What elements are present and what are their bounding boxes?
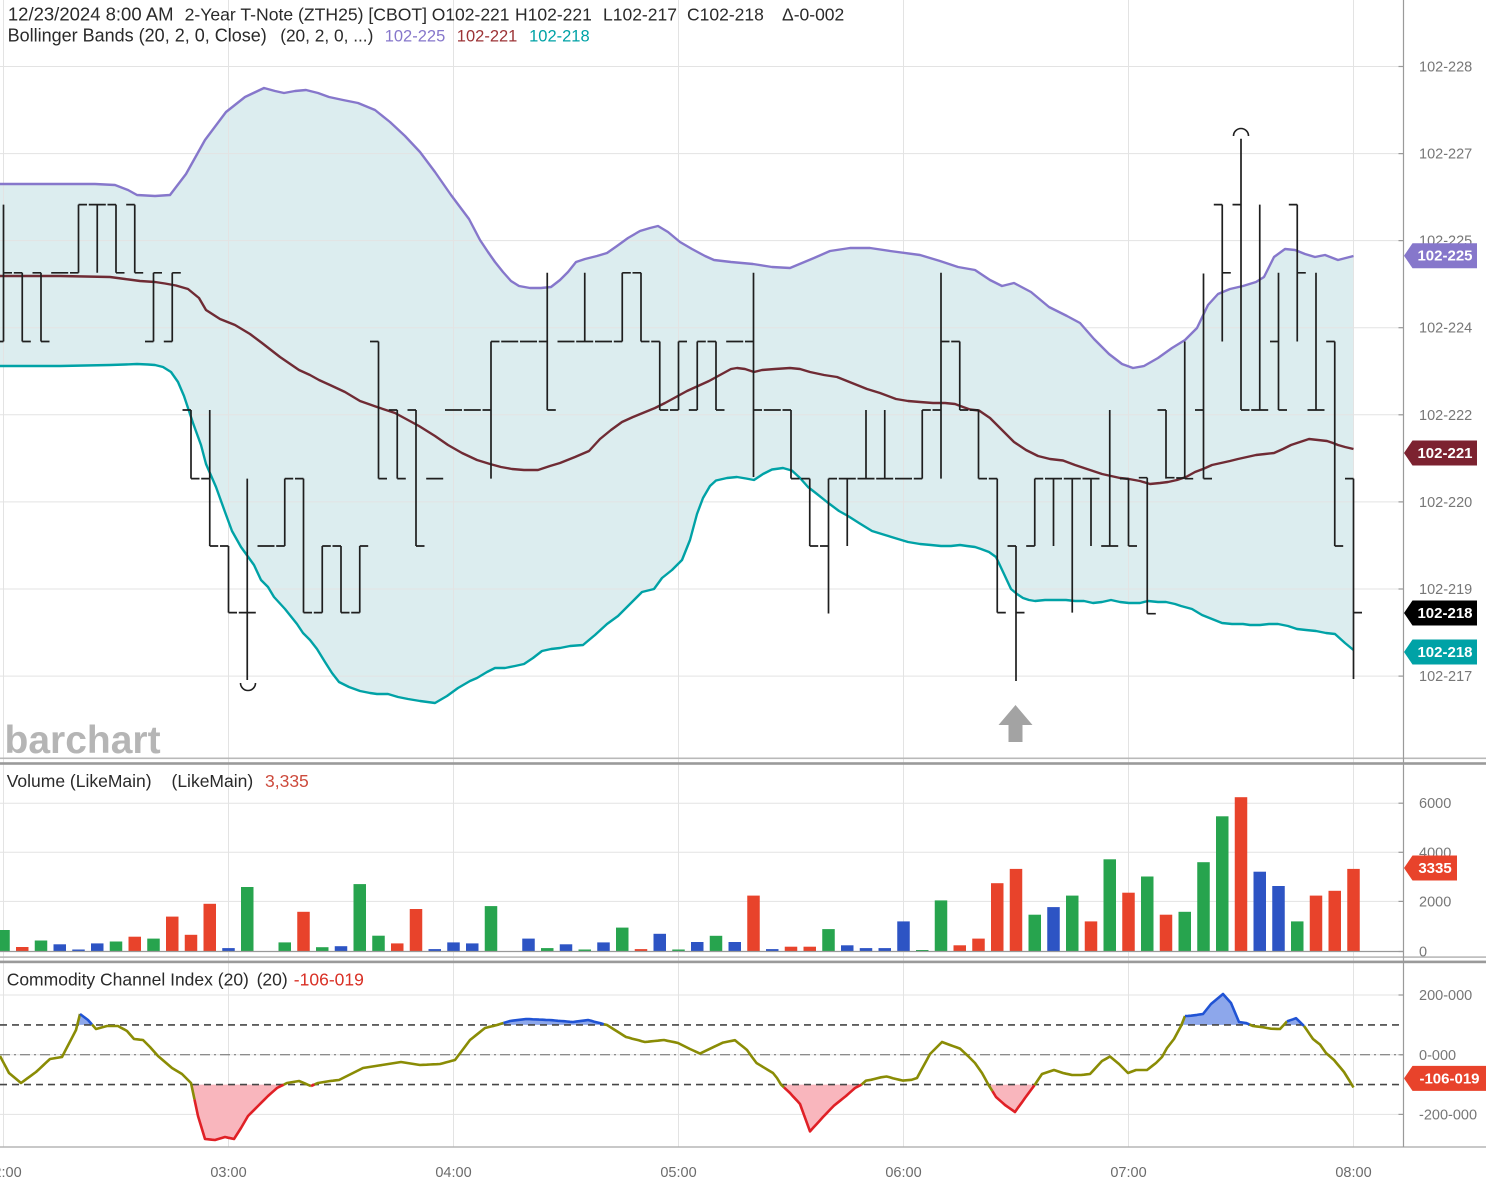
svg-text:02:00: 02:00 — [0, 1165, 22, 1181]
svg-text:L102-217: L102-217 — [603, 5, 677, 25]
svg-text:-106-019: -106-019 — [1419, 1070, 1479, 1087]
svg-text:08:00: 08:00 — [1335, 1165, 1371, 1181]
svg-text:(LikeMain): (LikeMain) — [172, 771, 254, 791]
svg-text:3,335: 3,335 — [265, 771, 309, 791]
svg-text:06:00: 06:00 — [885, 1165, 921, 1181]
svg-text:O102-221: O102-221 — [432, 5, 510, 25]
svg-text:102-218: 102-218 — [529, 28, 590, 46]
svg-text:102-227: 102-227 — [1419, 147, 1472, 163]
svg-text:102-217: 102-217 — [1419, 669, 1472, 685]
svg-text:Bollinger Bands (20, 2, 0, Clo: Bollinger Bands (20, 2, 0, Close) — [8, 26, 267, 46]
svg-text:Volume (LikeMain): Volume (LikeMain) — [7, 771, 152, 791]
svg-text:05:00: 05:00 — [660, 1165, 696, 1181]
svg-text:H102-221: H102-221 — [515, 5, 592, 25]
svg-text:(20): (20) — [257, 970, 288, 990]
svg-text:0: 0 — [1419, 945, 1427, 961]
svg-text:C102-218: C102-218 — [687, 5, 764, 25]
svg-text:102-224: 102-224 — [1419, 321, 1472, 337]
svg-text:2-Year T-Note (ZTH25) [CBOT]: 2-Year T-Note (ZTH25) [CBOT] — [185, 5, 427, 25]
svg-text:102-220: 102-220 — [1419, 495, 1472, 511]
svg-text:102-221: 102-221 — [1417, 445, 1472, 462]
svg-text:04:00: 04:00 — [435, 1165, 471, 1181]
svg-text:102-219: 102-219 — [1419, 582, 1472, 598]
svg-text:-106-019: -106-019 — [294, 970, 364, 990]
svg-text:102-218: 102-218 — [1417, 605, 1472, 622]
svg-text:200-000: 200-000 — [1419, 988, 1472, 1004]
svg-text:102-222: 102-222 — [1419, 408, 1472, 424]
svg-text:102-225: 102-225 — [385, 28, 446, 46]
svg-text:2000: 2000 — [1419, 894, 1451, 910]
svg-text:102-218: 102-218 — [1417, 644, 1472, 661]
svg-text:102-225: 102-225 — [1417, 248, 1472, 265]
svg-text:03:00: 03:00 — [210, 1165, 246, 1181]
svg-text:12/23/2024 8:00 AM: 12/23/2024 8:00 AM — [8, 4, 174, 25]
svg-text:102-221: 102-221 — [457, 28, 518, 46]
svg-text:102-228: 102-228 — [1419, 60, 1472, 76]
svg-text:-200-000: -200-000 — [1419, 1107, 1477, 1123]
svg-text:6000: 6000 — [1419, 796, 1451, 812]
svg-text:(20, 2, 0, ...): (20, 2, 0, ...) — [280, 26, 373, 46]
svg-text:barchart: barchart — [5, 719, 161, 762]
svg-text:Commodity Channel Index (20): Commodity Channel Index (20) — [7, 970, 249, 990]
svg-text:3335: 3335 — [1418, 860, 1451, 877]
svg-text:07:00: 07:00 — [1110, 1165, 1146, 1181]
svg-text:Δ-0-002: Δ-0-002 — [782, 5, 844, 25]
svg-text:0-000: 0-000 — [1419, 1048, 1456, 1064]
